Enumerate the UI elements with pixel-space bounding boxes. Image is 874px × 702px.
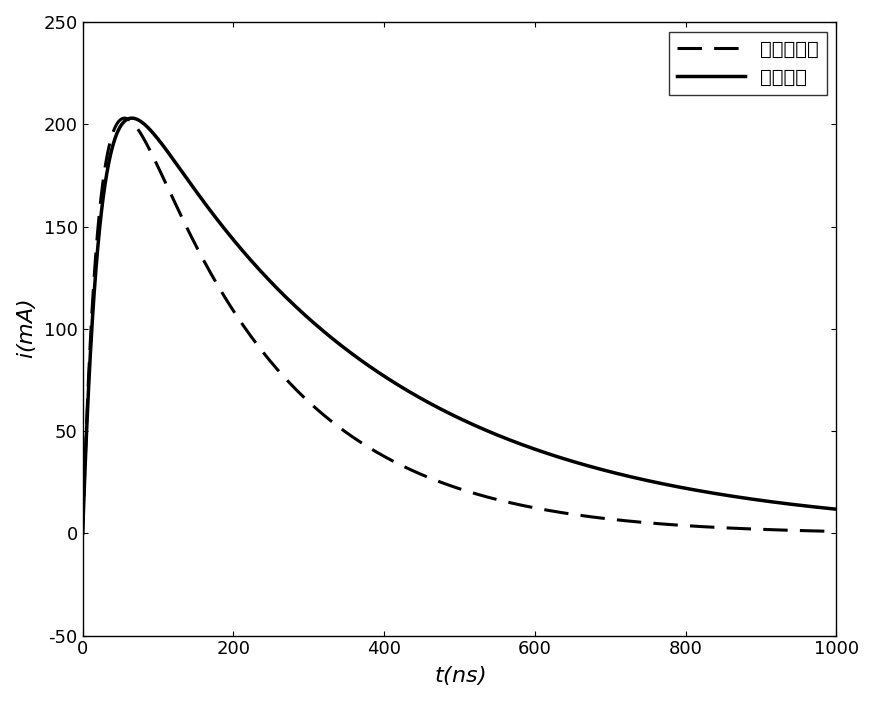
拟合结果 [791, 501, 801, 509]
拟合结果 [831, 505, 842, 513]
拟合结果 [127, 114, 137, 122]
待拟合波形 [80, 432, 91, 440]
待拟合波形 [225, 302, 236, 310]
待拟合波形 [791, 526, 801, 535]
拟合结果 [225, 232, 236, 241]
拟合结果 [446, 410, 456, 418]
拟合结果 [78, 529, 88, 538]
拟合结果 [108, 138, 119, 146]
X-axis label: $t$(ns): $t$(ns) [434, 664, 485, 687]
拟合结果 [122, 115, 133, 124]
拟合结果 [80, 439, 91, 448]
待拟合波形 [78, 529, 88, 538]
待拟合波形 [122, 114, 133, 123]
待拟合波形 [446, 482, 456, 490]
Legend: 待拟合波形, 拟合结果: 待拟合波形, 拟合结果 [669, 32, 827, 95]
Line: 拟合结果: 拟合结果 [83, 118, 836, 534]
待拟合波形 [108, 126, 119, 134]
待拟合波形 [831, 527, 842, 536]
Line: 待拟合波形: 待拟合波形 [83, 118, 836, 534]
待拟合波形 [120, 114, 130, 122]
Y-axis label: $i$(mA): $i$(mA) [15, 299, 38, 359]
